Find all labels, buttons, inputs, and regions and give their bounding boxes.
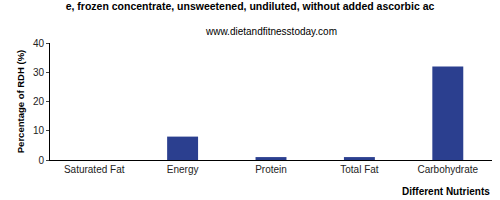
svg-text:www.dietandfitnesstoday.com: www.dietandfitnesstoday.com: [205, 26, 337, 37]
svg-text:Different Nutrients: Different Nutrients: [402, 186, 490, 197]
svg-text:20: 20: [33, 96, 45, 107]
svg-text:Energy: Energy: [167, 164, 199, 175]
svg-text:10: 10: [33, 125, 45, 136]
svg-text:Carbohydrate: Carbohydrate: [418, 164, 479, 175]
svg-text:Percentage of RDH (%): Percentage of RDH (%): [15, 50, 26, 153]
svg-text:0: 0: [38, 155, 44, 166]
svg-text:Protein: Protein: [255, 164, 287, 175]
svg-text:40: 40: [33, 38, 45, 49]
svg-text:30: 30: [33, 67, 45, 78]
svg-text:Saturated Fat: Saturated Fat: [64, 164, 125, 175]
svg-text:e, frozen concentrate, unsweet: e, frozen concentrate, unsweetened, undi…: [66, 0, 435, 12]
svg-text:Total Fat: Total Fat: [340, 164, 379, 175]
